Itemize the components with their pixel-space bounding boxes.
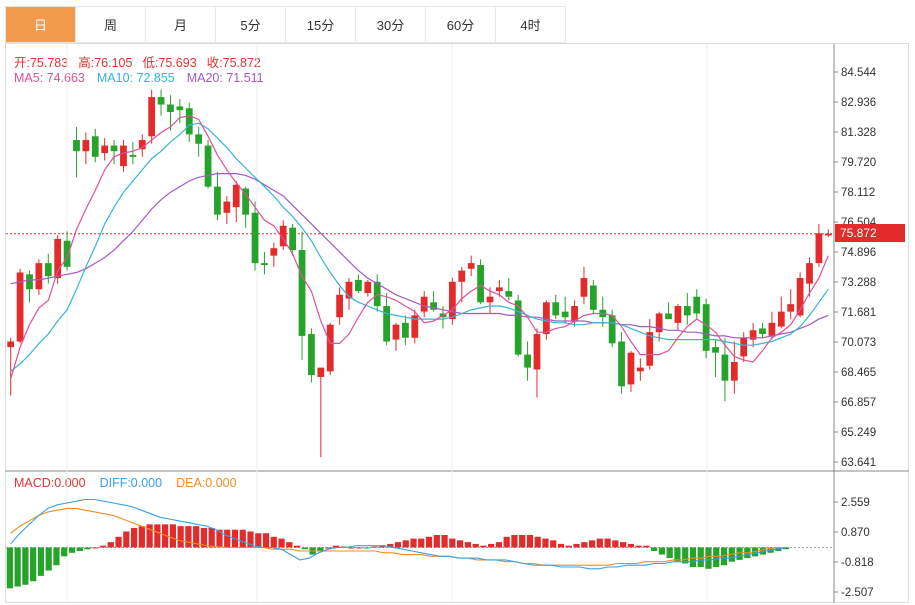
ma-legend: MA5: 74.663 MA10: 72.855 MA20: 71.511 <box>14 71 264 85</box>
high-value: 高:76.105 <box>78 56 133 70</box>
tab-5[interactable]: 30分 <box>356 7 426 42</box>
close-value: 收:75.872 <box>206 56 261 70</box>
tab-7[interactable]: 4时 <box>496 7 566 42</box>
tab-label: 周 <box>103 18 117 33</box>
tab-label: 30分 <box>376 18 405 33</box>
ma5-legend: MA5: 74.663 <box>14 71 85 85</box>
tab-label: 4时 <box>520 18 541 33</box>
tab-label: 5分 <box>240 18 261 33</box>
tab-label: 60分 <box>446 18 475 33</box>
tab-1[interactable]: 周 <box>76 7 146 42</box>
tab-2[interactable]: 月 <box>146 7 216 42</box>
last-price-tag: 75.872 <box>835 224 905 242</box>
ma20-legend: MA20: 71.511 <box>186 71 264 85</box>
ma10-legend: MA10: 72.855 <box>96 71 175 85</box>
macd-legend: MACD:0.000 DIFF:0.000 DEA:0.000 <box>14 476 237 490</box>
tab-4[interactable]: 15分 <box>286 7 356 42</box>
tab-0[interactable]: 日 <box>6 7 76 42</box>
macd-legend-macd: MACD:0.000 <box>14 476 86 490</box>
tab-3[interactable]: 5分 <box>216 7 286 42</box>
low-value: 低:75.693 <box>142 56 197 70</box>
ohlc-readout: 开:75.783 高:76.105 低:75.693 收:75.872 <box>14 52 261 71</box>
macd-legend-diff: DIFF:0.000 <box>99 476 163 490</box>
tab-6[interactable]: 60分 <box>426 7 496 42</box>
tab-label: 15分 <box>306 18 335 33</box>
chart-frame <box>5 43 909 603</box>
macd-legend-dea: DEA:0.000 <box>176 476 237 490</box>
period-tabs: 日 周 月 5分 15分 30分 60分 4时 <box>5 6 566 43</box>
tab-label: 月 <box>173 18 187 33</box>
tab-label: 日 <box>33 18 47 33</box>
open-value: 开:75.783 <box>14 56 69 70</box>
